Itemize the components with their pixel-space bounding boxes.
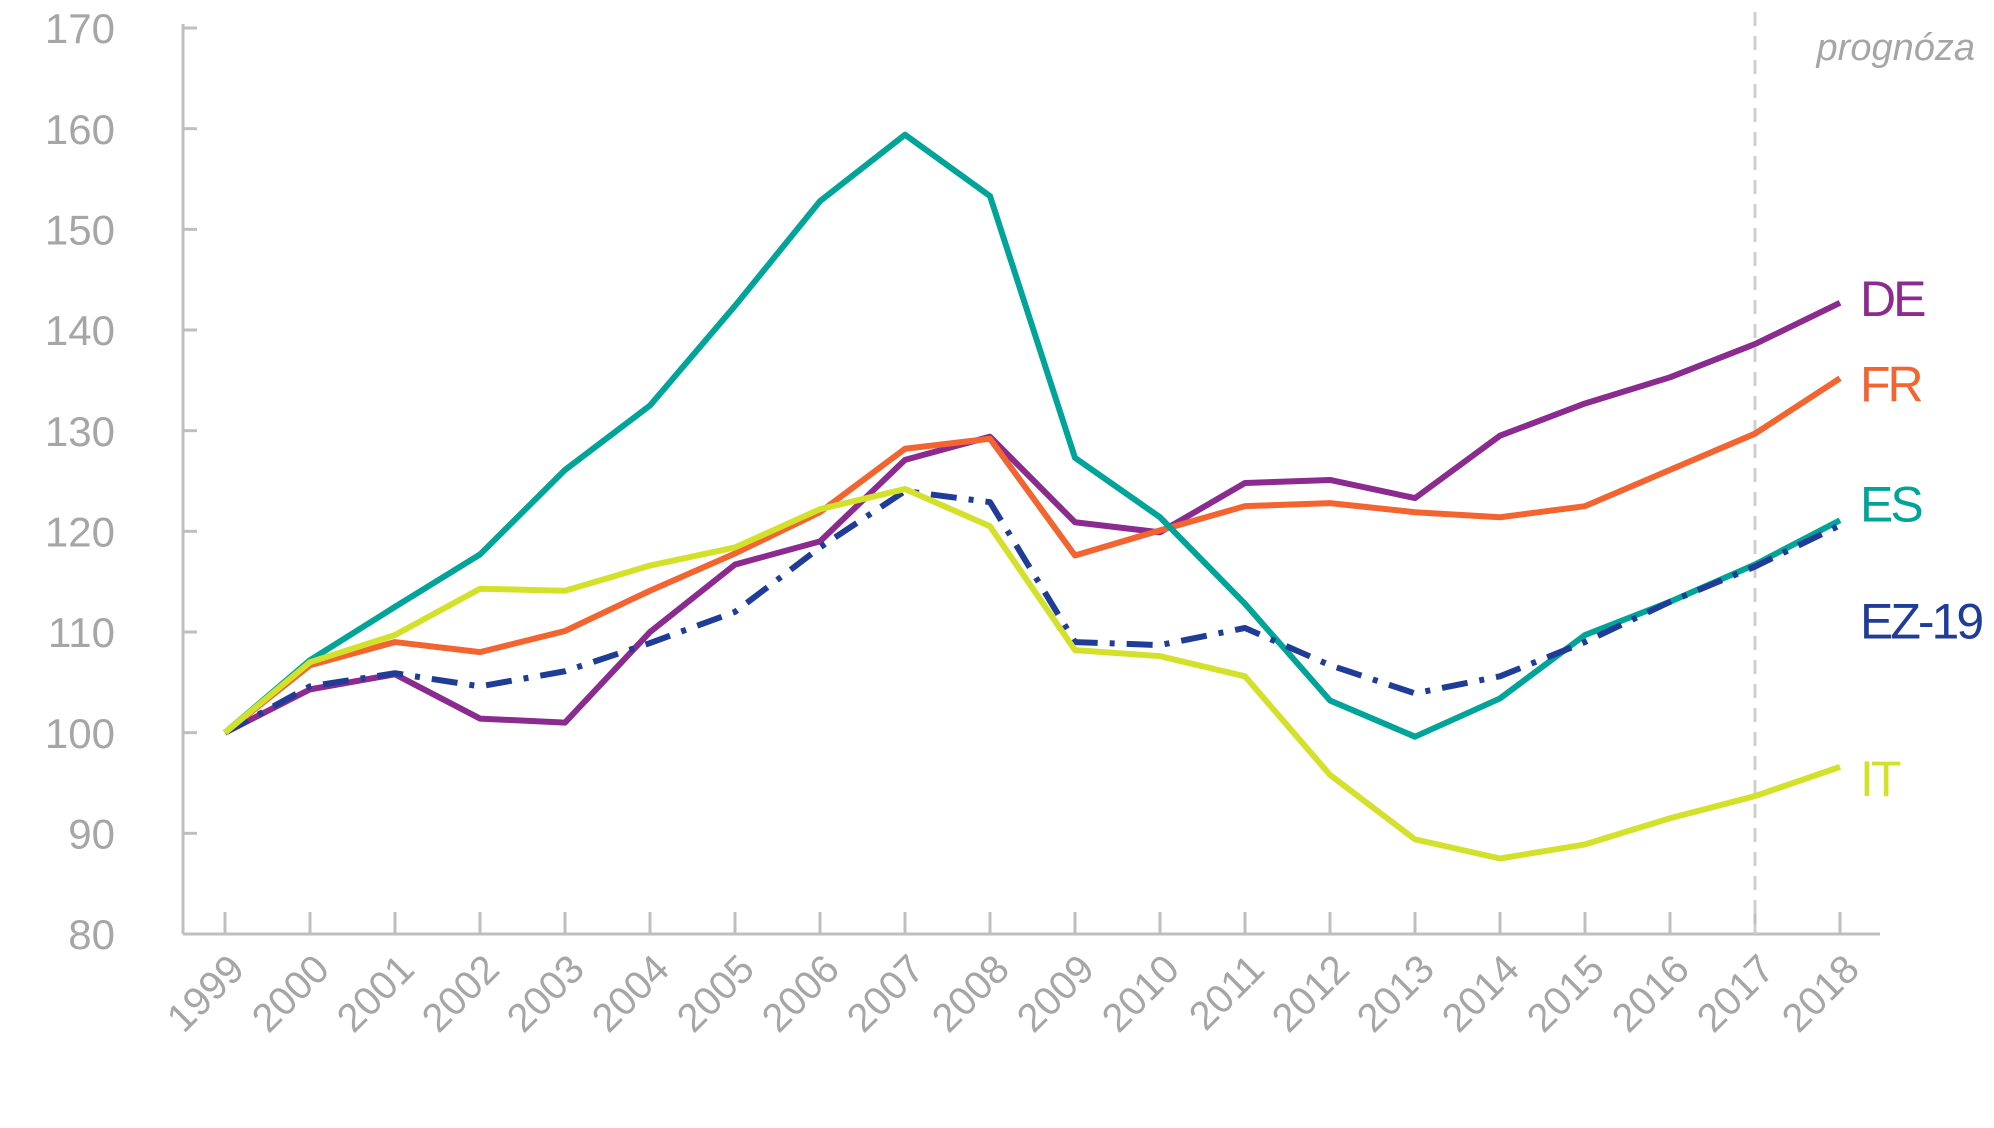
series-line [223,300,1842,736]
y-tick-label: 160 [45,106,115,153]
y-tick-label: 150 [45,206,115,253]
x-tick-label: 2009 [1009,947,1103,1041]
series-label: ES [1860,476,1922,532]
x-tick-label: 2013 [1349,947,1443,1041]
x-tick-label: 1999 [159,947,253,1041]
x-tick-label: 2004 [584,947,678,1041]
y-tick-label: 120 [45,508,115,555]
x-tick-label: 2006 [754,947,848,1041]
x-tick-label: 2002 [414,947,508,1041]
y-tick-label: 130 [45,408,115,455]
series-label: IT [1860,751,1901,807]
y-tick-label: 170 [45,5,115,52]
x-tick-label: 2010 [1094,947,1188,1041]
x-tick-label: 2001 [329,947,423,1041]
x-tick-label: 2017 [1689,947,1783,1041]
x-tick-label: 2003 [499,947,593,1041]
series-label: EZ-19 [1860,593,1982,649]
x-tick-label: 2005 [669,947,763,1041]
y-tick-label: 100 [45,710,115,757]
series-line [223,131,1842,740]
x-tick-label: 2015 [1519,947,1613,1041]
x-tick-label: 2018 [1774,947,1868,1041]
y-tick-label: 80 [68,911,115,958]
series-label: DE [1860,271,1925,327]
series-line [223,486,1841,862]
x-tick-label: 2012 [1264,947,1358,1041]
y-tick-label: 140 [45,307,115,354]
series-line [223,488,1842,736]
x-tick-label: 2000 [244,947,338,1041]
y-tick-label: 90 [68,810,115,857]
x-tick-label: 2008 [924,947,1018,1041]
x-tick-label: 2007 [839,947,933,1041]
y-tick-label: 110 [48,609,115,656]
series-label: FR [1860,357,1922,413]
x-tick-label: 2016 [1604,947,1698,1041]
x-tick-label: 2014 [1434,947,1528,1041]
x-tick-label: 2011 [1181,947,1273,1039]
series-line [223,375,1842,736]
forecast-label: prognóza [1816,27,1975,69]
